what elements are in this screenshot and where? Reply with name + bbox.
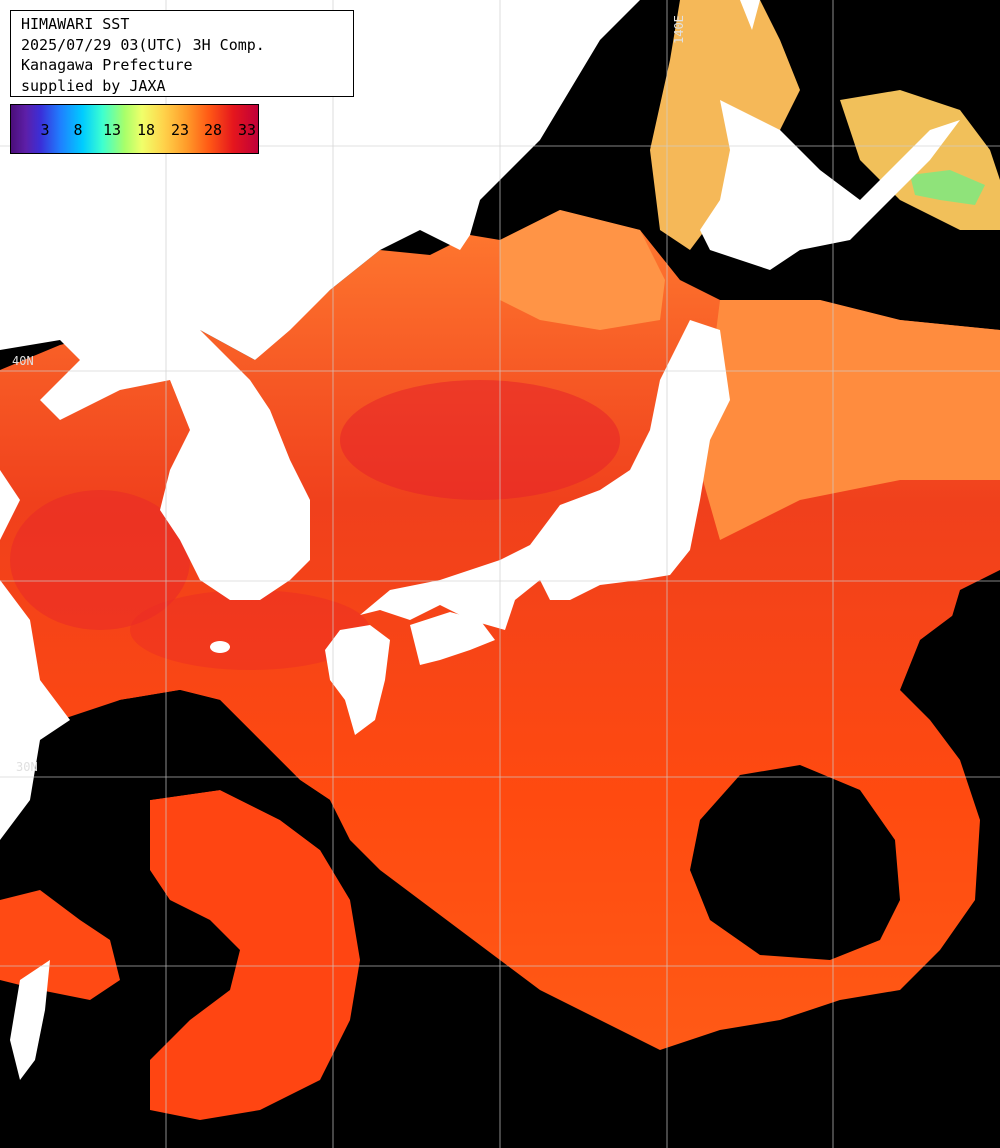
title-line-supplier: supplied by JAXA: [21, 76, 166, 95]
color-scale-legend: 3 8 13 18 23 28 33: [10, 104, 259, 154]
cloud-southwest: [50, 690, 330, 850]
sea-mild-north: [500, 210, 665, 330]
land-island: [210, 641, 230, 653]
land-shikoku: [410, 612, 495, 665]
legend-tick: 23: [170, 121, 190, 139]
lat-label-30: 30N: [16, 760, 38, 774]
legend-tick: 3: [40, 121, 50, 139]
land-sakhalin: [740, 0, 760, 30]
lat-label-40: 40N: [12, 354, 34, 368]
land-kyushu: [325, 625, 390, 735]
legend-tick: 13: [102, 121, 122, 139]
legend-tick: 18: [136, 121, 156, 139]
land-honshu: [360, 320, 730, 630]
title-line-product: HIMAWARI SST: [21, 15, 130, 33]
land-china-coast: [0, 470, 20, 540]
title-line-region: Kanagawa Prefecture: [21, 56, 193, 74]
land-island: [395, 122, 425, 158]
title-line-datetime: 2025/07/29 03(UTC) 3H Comp.: [21, 35, 265, 54]
cloud-east: [945, 570, 1000, 780]
title-box: HIMAWARI SST 2025/07/29 03(UTC) 3H Comp.…: [10, 10, 354, 97]
legend-tick: 28: [203, 121, 223, 139]
sea-hot-patch: [10, 490, 190, 630]
land-taiwan: [10, 960, 50, 1080]
lon-label-140: 140E: [672, 15, 686, 44]
sea-south: [150, 790, 360, 1120]
legend-tick: 8: [73, 121, 83, 139]
sea-hot-patch: [130, 590, 370, 670]
sea-cold-patch: [910, 170, 985, 205]
sea-hot-patch: [340, 380, 620, 500]
sea-mild-pacific: [700, 300, 1000, 540]
sea-southwest: [0, 890, 120, 1000]
legend-tick: 33: [237, 121, 257, 139]
land-hokkaido: [700, 100, 960, 270]
land-china-south: [0, 580, 70, 840]
cloud-eddy: [690, 765, 900, 960]
